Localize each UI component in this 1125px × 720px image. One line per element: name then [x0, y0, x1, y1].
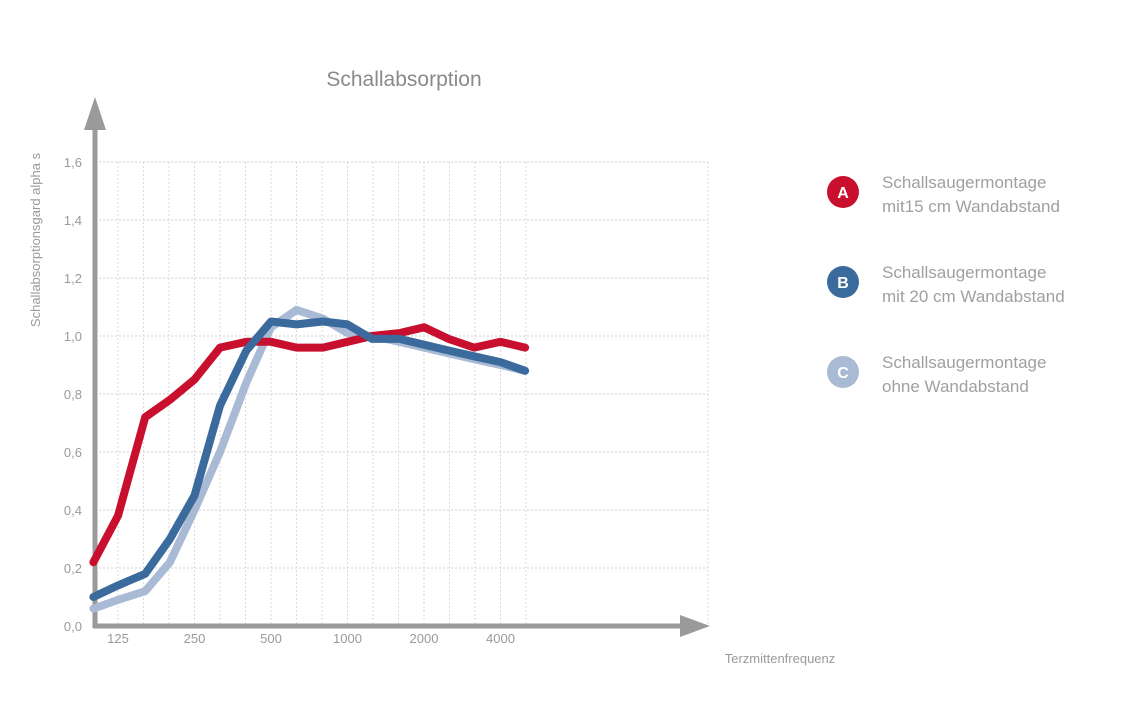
legend-item-b: B Schallsaugermontage mit 20 cm Wandabstan… [827, 263, 1065, 306]
x-axis-label: Terzmittenfrequenz [725, 651, 836, 666]
y-tick-label: 0,0 [64, 619, 82, 634]
legend-text-line: Schallsaugermontage [882, 353, 1046, 372]
legend-text-line: Schallsaugermontage [882, 173, 1046, 192]
y-tick-label: 0,4 [64, 503, 82, 518]
legend-text-line: Schallsaugermontage [882, 263, 1046, 282]
series-lines [89, 305, 530, 613]
legend-marker [827, 266, 859, 298]
legend-text-line: ohne Wandabstand [882, 377, 1029, 396]
legend-item-c: C Schallsaugermontage ohne Wandabstand [827, 353, 1046, 396]
legend-item-a: A Schallsaugermontage mit15 cm Wandabstand [827, 173, 1060, 216]
x-tick-label: 4000 [486, 631, 515, 646]
legend-letter: C [837, 365, 849, 382]
legend-letter: A [837, 185, 849, 202]
legend-text-line: mit15 cm Wandabstand [882, 197, 1060, 216]
grid [95, 161, 709, 626]
legend-letter: B [837, 275, 849, 292]
x-tick-labels: 125 250 500 1000 2000 4000 [107, 631, 515, 646]
legend: A Schallsaugermontage mit15 cm Wandabstand… [827, 173, 1065, 396]
y-tick-label: 1,6 [64, 155, 82, 170]
y-axis-label: Schallabsorptionsgard alpha s [28, 152, 43, 327]
x-tick-label: 125 [107, 631, 129, 646]
x-tick-label: 250 [184, 631, 206, 646]
y-tick-label: 0,8 [64, 387, 82, 402]
y-tick-label: 0,6 [64, 445, 82, 460]
x-tick-label: 1000 [333, 631, 362, 646]
y-tick-label: 1,0 [64, 329, 82, 344]
x-axis-arrow [680, 615, 710, 637]
chart-title: Schallabsorption [326, 68, 481, 91]
x-tick-label: 500 [260, 631, 282, 646]
axes [84, 97, 710, 637]
y-tick-label: 0,2 [64, 561, 82, 576]
y-axis-arrow [84, 97, 106, 130]
y-tick-label: 1,4 [64, 213, 82, 228]
x-tick-label: 2000 [410, 631, 439, 646]
series-line-b [89, 317, 530, 601]
legend-marker [827, 356, 859, 388]
legend-marker [827, 176, 859, 208]
series-line-a [89, 323, 530, 567]
legend-text-line: mit 20 cm Wandabstand [882, 287, 1065, 306]
y-tick-labels: 0,0 0,2 0,4 0,6 0,8 1,0 1,2 1,4 1,6 [64, 155, 82, 634]
y-tick-label: 1,2 [64, 271, 82, 286]
